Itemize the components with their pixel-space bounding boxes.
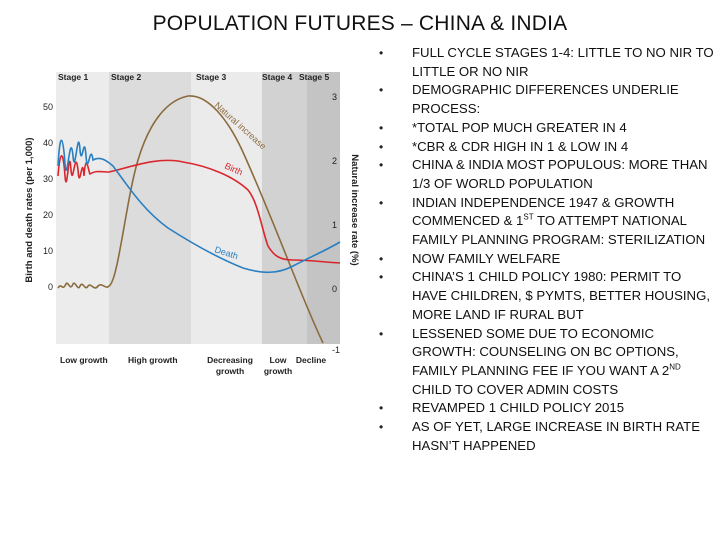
stage-4-band <box>262 72 307 344</box>
natural-increase-curve <box>57 95 324 344</box>
left-tick-10: 10 <box>43 246 53 256</box>
left-tick-20: 20 <box>43 210 53 220</box>
left-axis-label: Birth and death rates (per 1,000) <box>24 137 35 282</box>
left-tick-0: 0 <box>48 282 53 292</box>
left-tick-30: 30 <box>43 174 53 184</box>
bullet-item: • *CBR & CDR HIGH IN 1 & LOW IN 4 <box>375 138 715 157</box>
bullet-list: • FULL CYCLE STAGES 1-4: LITTLE TO NO NIR… <box>375 44 715 455</box>
demographic-transition-diagram: Stage 1 Stage 2 Stage 3 Stage 4 Stage 5 … <box>24 72 360 376</box>
bullet-item: • REVAMPED 1 CHILD POLICY 2015 <box>375 399 715 418</box>
left-tick-40: 40 <box>43 138 53 148</box>
growth-label-low-4-2: growth <box>264 366 292 376</box>
slide-title: POPULATION FUTURES – CHINA & INDIA <box>152 12 568 35</box>
left-tick-50: 50 <box>43 102 53 112</box>
right-tick-3: 3 <box>332 92 337 102</box>
stage-5-label: Stage 5 <box>299 72 330 82</box>
stage-3-label: Stage 3 <box>196 72 227 82</box>
bullet-item: • NOW FAMILY WELFARE <box>375 250 715 269</box>
right-axis-label: Natural increase rate (%) <box>349 154 360 265</box>
bullet-dot-icon: • <box>379 195 384 210</box>
growth-label-high: High growth <box>128 355 178 365</box>
bullet-dot-icon: • <box>379 401 384 416</box>
growth-label-decreasing-2: growth <box>216 366 244 376</box>
bullet-item: • FULL CYCLE STAGES 1-4: LITTLE TO NO NIR… <box>379 45 714 79</box>
right-tick-0: 0 <box>332 284 337 294</box>
growth-label-low: Low growth <box>60 355 108 365</box>
stage-5-band <box>307 72 340 344</box>
bullet-item: • LESSENED SOME DUE TO ECONOMIC GROWTH: C… <box>379 325 681 397</box>
stage-1-label: Stage 1 <box>58 72 89 82</box>
birth-rate-curve <box>57 154 341 264</box>
bullet-dot-icon: • <box>379 420 384 435</box>
stage-4-label: Stage 4 <box>262 72 293 82</box>
bullet-item: • INDIAN INDEPENDENCE 1947 & GROWTH COMME… <box>379 194 706 248</box>
growth-label-decreasing: Decreasing <box>207 355 253 365</box>
bullet-dot-icon: • <box>379 46 384 60</box>
stage-2-label: Stage 2 <box>111 72 142 82</box>
bullet-dot-icon: • <box>379 120 384 135</box>
bullet-dot-icon: • <box>379 158 384 173</box>
death-rate-curve <box>57 139 341 274</box>
stage-3-band <box>191 72 262 344</box>
bullet-item: • DEMOGRAPHIC DIFFERENCES UNDERLIE PROCES… <box>379 82 679 117</box>
bullet-dot-icon: • <box>379 251 384 266</box>
bullet-dot-icon: • <box>379 326 384 341</box>
right-tick-2: 2 <box>332 156 337 166</box>
bullet-item: • CHINA’S 1 CHILD POLICY 1980: PERMIT TO … <box>379 269 710 322</box>
stage-2-band <box>109 72 191 344</box>
bullet-dot-icon: • <box>379 270 384 285</box>
bullet-item: • AS OF YET, LARGE INCREASE IN BIRTH RATE… <box>379 419 700 453</box>
stage-1-band <box>56 72 109 344</box>
right-tick-1: 1 <box>332 220 337 230</box>
growth-label-decline: Decline <box>296 355 327 365</box>
bullet-dot-icon: • <box>379 139 384 154</box>
bullet-dot-icon: • <box>379 83 384 98</box>
bullet-item: • *TOTAL POP MUCH GREATER IN 4 <box>375 119 715 138</box>
growth-label-low-4: Low <box>270 355 287 365</box>
right-tick-minus-1: -1 <box>332 345 340 355</box>
bullet-item: • CHINA & INDIA MOST POPULOUS: MORE THAN … <box>379 157 708 191</box>
